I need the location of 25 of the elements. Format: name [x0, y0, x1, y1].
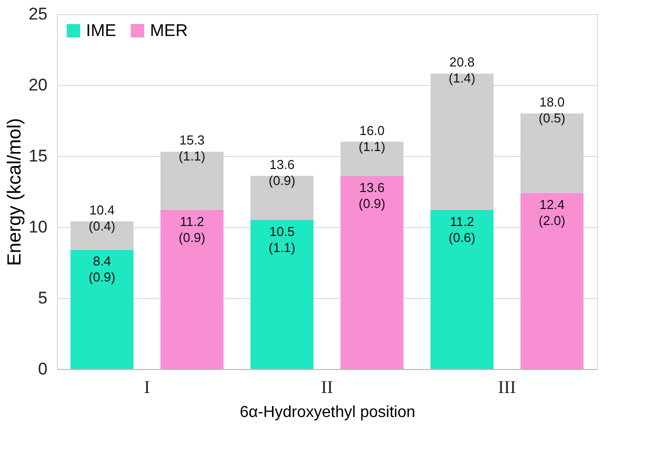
data-label: 11.2 (0.9)	[178, 214, 206, 245]
total-label: 13.6 (0.9)	[268, 156, 296, 188]
x-axis-title: 6α-Hydroxyethyl position	[240, 404, 416, 421]
data-label: 11.2 (0.6)	[448, 214, 476, 245]
data-label: 10.5 (1.1)	[268, 224, 296, 255]
y-tick-label: 0	[38, 360, 48, 378]
data-label: 13.6 (0.9)	[358, 180, 386, 211]
x-tick-label: I	[144, 377, 150, 397]
data-label: 12.4 (2.0)	[538, 196, 566, 228]
total-label: 18.0 (0.5)	[538, 94, 566, 126]
data-label: 8.4 (0.9)	[88, 254, 116, 285]
y-tick-label: 20	[28, 76, 48, 94]
legend-label: IME	[86, 20, 116, 40]
total-label: 10.4 (0.4)	[88, 202, 116, 234]
y-tick-label: 10	[28, 218, 48, 236]
y-tick-label: 5	[38, 288, 48, 308]
total-label: 16.0 (1.1)	[358, 122, 386, 154]
y-tick-label: 15	[28, 146, 48, 166]
total-label: 20.8 (1.4)	[448, 54, 476, 86]
total-label: 15.3 (1.1)	[178, 132, 206, 164]
x-tick-label: III	[498, 377, 516, 397]
y-axis-title: Energy (kcal/mol)	[4, 118, 26, 266]
y-tick-label: 25	[28, 4, 48, 24]
x-tick-label: II	[321, 377, 333, 397]
legend-label: MER	[150, 20, 188, 40]
